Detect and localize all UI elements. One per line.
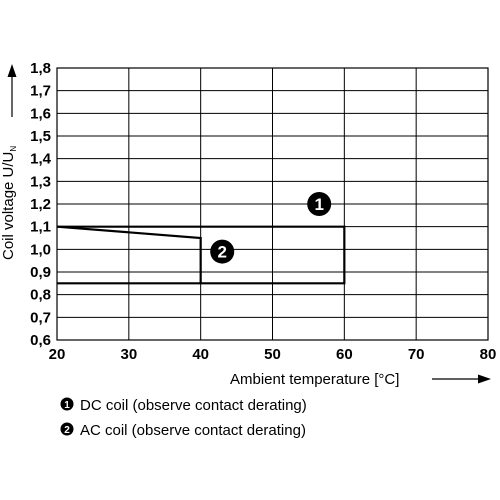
- x-tick-label: 60: [336, 346, 353, 363]
- y-tick-label: 1,2: [30, 196, 51, 213]
- series-markers: 12: [210, 192, 332, 264]
- x-tick-label: 20: [49, 346, 66, 363]
- y-tick-label: 0,8: [30, 287, 51, 304]
- y-tick-label: 1,6: [30, 105, 51, 122]
- y-tick-label: 1,1: [30, 219, 51, 236]
- x-tick-label: 40: [192, 346, 209, 363]
- y-axis-label-main: Coil voltage U/U: [0, 152, 17, 260]
- legend-item-1: 1 DC coil (observe contact derating): [60, 397, 307, 414]
- y-tick-label: 1,8: [30, 60, 51, 77]
- y-tick-label: 0,6: [30, 332, 51, 349]
- legend-item-2-text: AC coil (observe contact derating): [80, 422, 306, 439]
- y-tick-label: 1,0: [30, 241, 51, 258]
- y-axis-title: Coil voltage U/UN: [0, 146, 18, 260]
- plot-frame: [56, 67, 489, 341]
- x-tick-label: 70: [408, 346, 425, 363]
- legend-item-2: 2 AC coil (observe contact derating): [60, 422, 306, 439]
- x-tick-label: 50: [264, 346, 281, 363]
- y-tick-label: 1,5: [30, 128, 51, 145]
- y-axis-arrow: [7, 64, 17, 117]
- series-marker-1-label: 1: [314, 195, 323, 214]
- legend-item-1-text: DC coil (observe contact derating): [80, 397, 307, 414]
- y-tick-label: 1,4: [30, 151, 52, 168]
- series: [56, 225, 346, 285]
- legend-marker-1: [60, 397, 74, 411]
- legend: 1 DC coil (observe contact derating) 2 A…: [60, 397, 307, 439]
- legend-marker-1-label: 1: [64, 400, 70, 411]
- y-tick-label: 0,9: [30, 264, 51, 281]
- x-axis-label: Ambient temperature [°C]: [230, 371, 399, 388]
- x-axis-arrow: [432, 374, 491, 384]
- legend-marker-2-label: 2: [64, 425, 70, 436]
- series-line-2: [56, 225, 202, 284]
- x-tick-label: 30: [120, 346, 137, 363]
- series-marker-2: [210, 239, 235, 264]
- legend-marker-2: [60, 422, 74, 436]
- y-tick-label: 0,7: [30, 309, 51, 326]
- grid: [56, 67, 489, 341]
- x-tick-label: 80: [480, 346, 497, 363]
- y-axis-label: Coil voltage U/UN: [0, 146, 18, 260]
- y-tick-label: 1,3: [30, 173, 51, 190]
- series-marker-2-label: 2: [217, 243, 226, 262]
- series-marker-1: [307, 192, 332, 216]
- y-axis-label-subscript: N: [9, 146, 18, 152]
- y-tick-label: 1,7: [30, 83, 51, 100]
- tick-labels: 0,6 0,7 0,8 0,9 1,0 1,1 1,2 1,3 1,4 1,5 1,6 1,7 1,8 2…: [30, 60, 496, 363]
